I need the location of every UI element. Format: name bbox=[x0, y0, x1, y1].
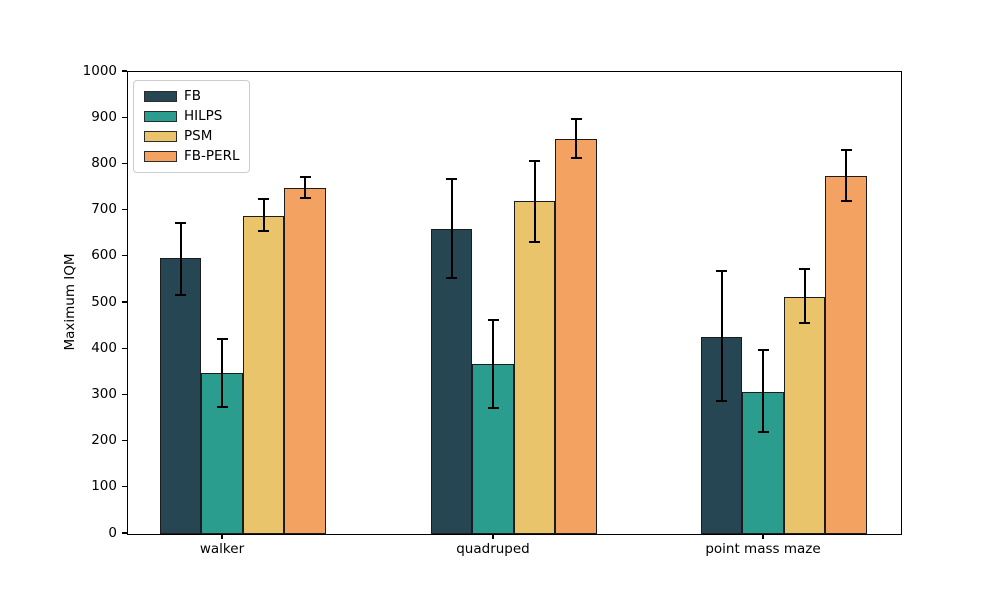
bar-PSM-walker bbox=[242, 216, 285, 534]
y-tick-label: 100 bbox=[91, 478, 117, 495]
y-tick-label: 700 bbox=[91, 201, 117, 218]
y-tick-mark bbox=[122, 70, 127, 72]
y-tick-label: 500 bbox=[91, 293, 117, 310]
bar-FB-PERL-walker bbox=[284, 188, 326, 534]
bar-FB-PERL-quadruped bbox=[555, 138, 597, 534]
error-bar-FB-PERL-point-mass-maze bbox=[845, 150, 847, 202]
error-cap bbox=[840, 200, 852, 203]
error-cap bbox=[529, 240, 540, 243]
y-tick-mark bbox=[122, 393, 127, 396]
error-bar-HILPS-point-mass-maze bbox=[762, 350, 764, 433]
bar-PSM-point-mass-maze bbox=[783, 297, 826, 534]
error-bar-FB-quadruped bbox=[450, 179, 453, 278]
legend-label: PSM bbox=[184, 128, 213, 144]
error-cap bbox=[299, 196, 311, 199]
y-tick-label: 400 bbox=[91, 339, 117, 356]
error-cap bbox=[757, 349, 769, 352]
x-tick-mark bbox=[492, 534, 494, 539]
error-bar-HILPS-walker bbox=[221, 339, 223, 408]
bar-HILPS-walker bbox=[201, 373, 243, 534]
y-tick-label: 200 bbox=[91, 432, 117, 449]
bar-PSM-quadruped bbox=[513, 201, 556, 534]
bar-FB-quadruped bbox=[430, 228, 473, 534]
error-cap bbox=[175, 293, 186, 296]
error-cap bbox=[446, 178, 457, 181]
error-bar-PSM-quadruped bbox=[533, 160, 536, 242]
legend-row-FB-PERL: FB-PERL bbox=[144, 149, 239, 164]
error-cap bbox=[258, 198, 269, 201]
y-tick-label: 900 bbox=[91, 108, 117, 125]
y-tick-mark bbox=[122, 347, 127, 349]
legend: FB HILPS PSM FB-PERL bbox=[133, 80, 251, 173]
error-cap bbox=[799, 321, 810, 324]
legend-label: FB-PERL bbox=[184, 148, 240, 164]
y-tick-mark bbox=[122, 116, 127, 118]
error-cap bbox=[716, 269, 727, 272]
error-cap bbox=[258, 229, 269, 232]
error-cap bbox=[570, 156, 582, 159]
y-tick-mark bbox=[122, 532, 127, 534]
error-cap bbox=[529, 159, 540, 162]
y-tick-mark bbox=[122, 486, 127, 488]
error-cap bbox=[799, 267, 810, 270]
error-bar-PSM-walker bbox=[262, 199, 265, 231]
error-bar-FB-PERL-quadruped bbox=[575, 118, 577, 158]
error-cap bbox=[446, 276, 457, 279]
legend-label: HILPS bbox=[184, 108, 223, 124]
error-cap bbox=[487, 319, 499, 322]
error-cap bbox=[757, 431, 769, 434]
legend-swatch-HILPS bbox=[144, 111, 177, 122]
legend-row-FB: FB bbox=[144, 89, 239, 104]
y-tick-mark bbox=[122, 208, 127, 211]
y-tick-mark bbox=[122, 439, 127, 442]
error-cap bbox=[299, 176, 311, 179]
x-tick-label: point mass maze bbox=[705, 541, 821, 557]
y-tick-label: 1000 bbox=[82, 62, 117, 79]
error-bar-FB-point-mass-maze bbox=[720, 270, 723, 402]
y-tick-mark bbox=[122, 255, 127, 257]
y-tick-label: 600 bbox=[91, 247, 117, 264]
error-cap bbox=[216, 338, 228, 341]
x-tick-mark bbox=[221, 534, 223, 539]
legend-row-PSM: PSM bbox=[144, 129, 239, 144]
error-bar-PSM-point-mass-maze bbox=[803, 268, 806, 323]
x-tick-label: walker bbox=[199, 541, 245, 557]
legend-swatch-FB-PERL bbox=[144, 151, 177, 162]
error-bar-FB-PERL-walker bbox=[304, 177, 306, 198]
y-tick-mark bbox=[122, 301, 127, 303]
error-cap bbox=[570, 117, 582, 120]
legend-label: FB bbox=[184, 88, 202, 104]
bar-FB-PERL-point-mass-maze bbox=[825, 176, 867, 534]
error-cap bbox=[716, 400, 727, 403]
y-tick-mark bbox=[122, 162, 127, 165]
y-tick-label: 0 bbox=[108, 524, 117, 541]
error-cap bbox=[487, 406, 499, 409]
x-tick-label: quadruped bbox=[456, 541, 530, 557]
y-tick-label: 300 bbox=[91, 385, 117, 402]
error-cap bbox=[840, 149, 852, 151]
bar-HILPS-quadruped bbox=[472, 364, 514, 534]
error-bar-HILPS-quadruped bbox=[492, 320, 494, 408]
y-tick-label: 800 bbox=[91, 154, 117, 171]
bar-FB-walker bbox=[159, 258, 202, 534]
error-cap bbox=[175, 221, 186, 224]
legend-swatch-FB bbox=[144, 91, 177, 102]
error-cap bbox=[216, 406, 228, 409]
legend-row-HILPS: HILPS bbox=[144, 109, 239, 124]
legend-swatch-PSM bbox=[144, 131, 177, 142]
error-bar-FB-walker bbox=[179, 222, 182, 295]
x-tick-mark bbox=[762, 534, 764, 539]
